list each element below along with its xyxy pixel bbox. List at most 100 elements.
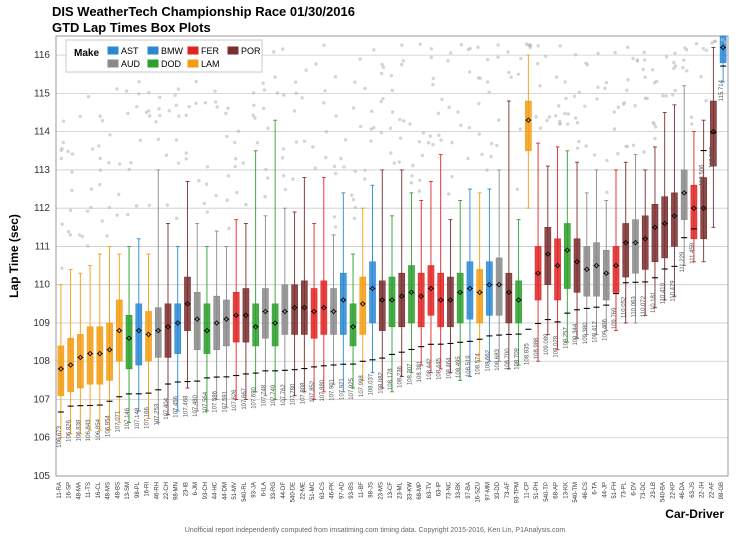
- x-tick: 98-PL: [135, 481, 141, 498]
- box: [662, 197, 668, 258]
- x-tick: 6-DV: [631, 482, 637, 496]
- x-axis-label: Car-Driver: [665, 507, 724, 521]
- median-label: 107.749: [271, 384, 277, 406]
- x-tick: 63-TV: [427, 482, 433, 498]
- svg-text:113: 113: [34, 165, 50, 176]
- median-label: 107.148: [135, 407, 141, 429]
- median-label: 107.852: [310, 380, 316, 402]
- median-label: 108.307: [407, 363, 413, 385]
- median-label: 107.921: [339, 378, 345, 400]
- box: [613, 246, 619, 292]
- svg-text:BMW: BMW: [161, 46, 184, 56]
- median-label: 106.843: [86, 419, 92, 441]
- median-label: 113.967: [709, 146, 715, 168]
- box: [594, 243, 600, 297]
- x-tick: 11-BF: [359, 482, 365, 498]
- x-tick: 44-DM: [222, 482, 228, 500]
- box: [486, 262, 492, 316]
- x-tick: 11-RA: [57, 482, 63, 499]
- median-label: 110.181: [651, 291, 657, 313]
- median-label: 108.986: [534, 337, 540, 359]
- median-label: 107.762: [281, 384, 287, 406]
- x-tick: 93-TPM: [515, 482, 521, 503]
- median-label: 108.236: [398, 366, 404, 388]
- median-label: 109.380: [583, 322, 589, 344]
- median-label: 107.564: [203, 391, 209, 413]
- x-tick: 33-KW: [407, 482, 413, 501]
- x-tick: 540-TP: [544, 482, 550, 502]
- x-tick: 540-DE: [291, 482, 297, 502]
- box: [652, 204, 658, 261]
- median-label: 108.574: [476, 353, 482, 375]
- median-label: 109.412: [593, 321, 599, 343]
- median-label: 107.667: [242, 387, 248, 409]
- x-tick: 44-JP: [602, 482, 608, 498]
- median-label: 107.404: [164, 397, 170, 419]
- x-tick: 46-PK: [330, 482, 336, 499]
- median-label: 107.166: [145, 406, 151, 428]
- median-label: 113.506: [700, 164, 706, 186]
- x-tick: 33-BK: [456, 482, 462, 499]
- y-axis-label: Lap Time (sec): [7, 214, 21, 298]
- median-label: 107.456: [174, 395, 180, 417]
- median-label: 107.071: [115, 410, 121, 432]
- median-label: 109.257: [563, 326, 569, 348]
- median-label: 107.901: [330, 378, 336, 400]
- median-label: 107.146: [125, 407, 131, 429]
- median-label: 109.089: [544, 333, 550, 355]
- x-tick: 63-JS: [690, 482, 696, 498]
- x-tick: 97-BA: [466, 482, 472, 499]
- median-label: 110.410: [661, 282, 667, 304]
- median-label: 108.381: [417, 360, 423, 382]
- box: [399, 273, 405, 327]
- x-tick: 97-MM: [485, 482, 491, 501]
- box: [525, 101, 531, 151]
- median-label: 107.468: [183, 395, 189, 417]
- x-tick: 73-NC: [446, 481, 452, 499]
- median-label: 108.037: [369, 373, 375, 395]
- x-tick: 98-JS: [369, 482, 375, 498]
- median-label: 107.480: [193, 394, 199, 416]
- x-tick: 540-RL: [242, 481, 248, 501]
- x-tick: 93-BS: [349, 482, 355, 499]
- box: [175, 304, 181, 354]
- svg-text:FER: FER: [201, 46, 220, 56]
- box: [223, 300, 229, 346]
- boxplot-chart: 105106107108109110111112113114115116DIS …: [0, 0, 750, 536]
- svg-text:DOD: DOD: [161, 59, 182, 69]
- median-label: 106.854: [96, 418, 102, 440]
- x-tick: 44-HC: [213, 481, 219, 499]
- median-label: 111.229: [680, 251, 686, 272]
- box: [477, 269, 483, 323]
- svg-text:POR: POR: [241, 46, 261, 56]
- x-tick: 11-CP: [524, 482, 530, 499]
- x-tick: 63-CS: [320, 482, 326, 499]
- x-tick: 68-MP: [417, 482, 423, 500]
- median-label: 106.673: [57, 425, 63, 447]
- x-tick: 51-FH: [612, 482, 618, 499]
- x-tick: 13-KK: [563, 482, 569, 499]
- median-label: 107.690: [252, 386, 258, 408]
- median-label: 107.780: [291, 383, 297, 405]
- median-label: 108.082: [378, 371, 384, 393]
- median-label: 109.769: [612, 307, 618, 329]
- legend-title: Make: [74, 48, 99, 59]
- x-tick: 98-MN: [174, 482, 180, 500]
- median-label: 111.459: [690, 242, 696, 263]
- x-tick: 93-CH: [203, 482, 209, 499]
- box: [370, 262, 376, 323]
- box: [574, 239, 580, 293]
- x-tick: 23-LB: [651, 482, 657, 498]
- x-tick: 48-BS: [115, 482, 121, 499]
- x-tick: 22-JH: [700, 482, 706, 498]
- x-tick: 33-DD: [495, 481, 501, 499]
- x-tick: 51-PH: [534, 482, 540, 499]
- median-label: 110.479: [670, 280, 676, 302]
- median-label: 106.826: [67, 419, 73, 441]
- median-label: 108.178: [388, 368, 394, 390]
- median-label: 107.591: [222, 390, 228, 412]
- median-label: 108.495: [456, 356, 462, 378]
- box: [457, 273, 463, 323]
- median-label: 110.063: [631, 296, 637, 318]
- median-label: 108.709: [515, 347, 521, 369]
